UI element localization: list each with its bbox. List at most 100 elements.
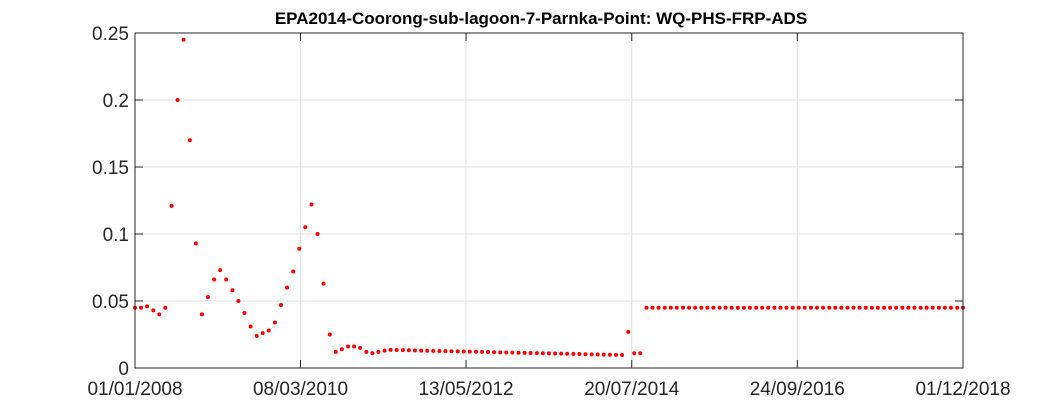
data-point: [863, 305, 868, 310]
data-point: [644, 305, 649, 310]
data-point: [553, 351, 558, 356]
data-point: [522, 350, 527, 355]
data-point: [668, 305, 673, 310]
data-point: [339, 347, 344, 352]
x-tick-label: 13/05/2012: [418, 379, 513, 400]
data-point: [948, 305, 953, 310]
data-point: [193, 241, 198, 246]
data-point: [827, 305, 832, 310]
data-point: [790, 305, 795, 310]
grid-lines: [134, 32, 964, 369]
data-point: [358, 345, 363, 350]
data-point: [242, 311, 247, 316]
data-point: [845, 305, 850, 310]
data-point: [741, 305, 746, 310]
data-point: [681, 305, 686, 310]
data-point: [516, 350, 521, 355]
data-point: [875, 305, 880, 310]
data-point: [796, 305, 801, 310]
data-point: [388, 347, 393, 352]
data-point: [546, 351, 551, 356]
data-point: [163, 305, 168, 310]
data-point: [577, 352, 582, 357]
data-point: [882, 305, 887, 310]
y-tick-label: 0.25: [92, 24, 129, 45]
data-point: [218, 268, 223, 273]
data-point: [534, 351, 539, 356]
data-point: [729, 305, 734, 310]
data-point: [784, 305, 789, 310]
data-point: [802, 305, 807, 310]
data-point: [942, 305, 947, 310]
data-point: [212, 277, 217, 282]
data-point: [333, 349, 338, 354]
data-point: [248, 324, 253, 329]
x-tick-label: 01/12/2018: [915, 379, 1010, 400]
data-point: [936, 305, 941, 310]
data-point: [309, 202, 314, 207]
data-point: [918, 305, 923, 310]
data-point: [583, 352, 588, 357]
data-point: [437, 348, 442, 353]
data-point: [254, 333, 259, 338]
data-point: [705, 305, 710, 310]
data-point: [687, 305, 692, 310]
data-point: [528, 350, 533, 355]
data-point: [607, 352, 612, 357]
y-tick-label: 0.1: [103, 225, 129, 246]
y-tick-label: 0.15: [92, 158, 129, 179]
data-point: [924, 305, 929, 310]
y-tick-label: 0.05: [92, 292, 129, 313]
data-point: [559, 351, 564, 356]
data-point: [346, 344, 351, 349]
data-point: [467, 349, 472, 354]
data-point: [839, 305, 844, 310]
data-point: [766, 305, 771, 310]
data-point: [900, 305, 905, 310]
data-point: [151, 308, 156, 313]
data-point: [888, 305, 893, 310]
data-point: [315, 232, 320, 236]
data-point: [723, 305, 728, 310]
data-point: [504, 350, 509, 355]
data-point: [199, 312, 204, 317]
data-point: [571, 351, 576, 356]
data-point: [449, 349, 454, 354]
data-point: [187, 138, 192, 143]
data-point: [406, 348, 411, 353]
data-point: [638, 351, 643, 356]
data-point: [857, 305, 862, 310]
data-point: [455, 349, 460, 354]
data-point: [620, 353, 624, 357]
data-point: [601, 352, 606, 357]
data-point: [955, 305, 960, 310]
data-point: [382, 348, 387, 353]
data-point: [851, 305, 856, 310]
data-point: [303, 225, 308, 230]
data-points: [133, 37, 965, 357]
data-point: [230, 288, 235, 293]
y-tick-labels: 0 0.05 0.1 0.15 0.2 0.25: [92, 24, 129, 380]
data-point: [145, 304, 150, 309]
data-point: [419, 348, 424, 353]
data-point: [474, 349, 478, 354]
data-point: [260, 331, 265, 336]
data-point: [540, 351, 545, 356]
data-point: [626, 329, 631, 334]
data-point: [297, 246, 302, 251]
data-point: [613, 352, 618, 357]
data-point: [352, 344, 357, 349]
data-point: [510, 350, 515, 355]
data-point: [821, 305, 826, 310]
data-point: [699, 305, 704, 310]
data-point: [674, 305, 679, 310]
data-point: [285, 285, 290, 290]
x-tick-label: 01/01/2008: [87, 379, 182, 400]
data-point: [930, 305, 935, 310]
data-point: [754, 305, 759, 310]
data-point: [139, 305, 144, 310]
data-point: [486, 350, 491, 355]
chart-title: EPA2014-Coorong-sub-lagoon-7-Parnka-Poin…: [275, 9, 807, 28]
y-tick-label: 0.2: [103, 91, 129, 112]
data-point: [291, 269, 296, 274]
